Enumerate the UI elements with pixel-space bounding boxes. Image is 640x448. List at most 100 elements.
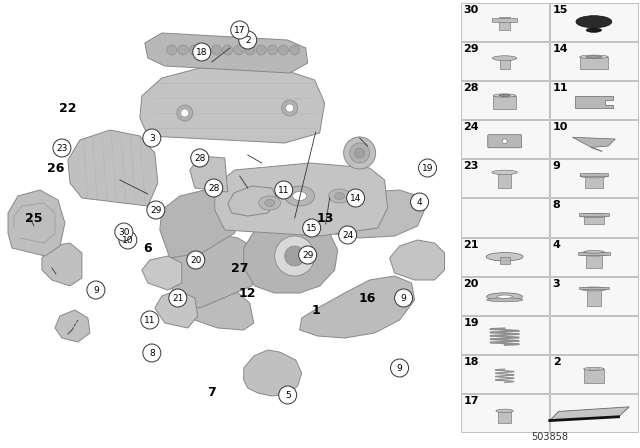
Text: 15: 15	[306, 224, 317, 233]
Polygon shape	[42, 243, 82, 286]
Bar	[586, 254, 602, 268]
Text: 30: 30	[118, 228, 130, 237]
Ellipse shape	[580, 213, 608, 218]
Text: 14: 14	[553, 44, 568, 54]
Text: 28: 28	[208, 184, 220, 193]
Text: 503858: 503858	[531, 432, 568, 442]
Text: 21: 21	[172, 293, 184, 302]
Bar	[492, 18, 517, 22]
Text: 10: 10	[553, 122, 568, 132]
Text: 20: 20	[463, 279, 479, 289]
Circle shape	[239, 31, 257, 49]
Ellipse shape	[497, 295, 512, 298]
Circle shape	[285, 104, 294, 112]
Text: 10: 10	[122, 236, 134, 245]
Circle shape	[211, 45, 221, 55]
Circle shape	[278, 45, 289, 55]
Circle shape	[143, 129, 161, 147]
Circle shape	[234, 45, 244, 55]
Bar	[584, 215, 604, 224]
Bar	[550, 81, 638, 119]
Ellipse shape	[584, 250, 604, 253]
Circle shape	[231, 21, 249, 39]
Circle shape	[275, 181, 292, 199]
Bar	[461, 3, 548, 41]
Bar	[461, 355, 548, 393]
Polygon shape	[390, 240, 445, 280]
Ellipse shape	[580, 174, 608, 178]
Circle shape	[275, 236, 315, 276]
Ellipse shape	[492, 170, 517, 175]
Circle shape	[290, 45, 300, 55]
Ellipse shape	[579, 252, 609, 256]
Text: 9: 9	[553, 161, 561, 172]
Text: 23: 23	[56, 143, 68, 152]
Ellipse shape	[285, 186, 315, 206]
Bar	[461, 198, 548, 237]
Text: 3: 3	[553, 279, 561, 289]
Bar	[498, 172, 511, 188]
Ellipse shape	[329, 189, 351, 203]
Bar	[461, 159, 548, 198]
Text: 20: 20	[190, 255, 202, 264]
Circle shape	[355, 148, 365, 158]
Polygon shape	[142, 256, 182, 290]
Circle shape	[189, 45, 199, 55]
Text: 5: 5	[285, 391, 291, 400]
Polygon shape	[324, 190, 424, 238]
Text: 17: 17	[234, 26, 246, 34]
Text: 29: 29	[463, 44, 479, 54]
Circle shape	[53, 139, 71, 157]
Bar	[587, 289, 601, 306]
Ellipse shape	[487, 293, 522, 301]
Circle shape	[268, 45, 277, 55]
Circle shape	[178, 45, 188, 55]
Bar	[579, 287, 609, 289]
Polygon shape	[140, 68, 324, 143]
Text: 14: 14	[350, 194, 362, 202]
Circle shape	[187, 251, 205, 269]
Bar	[500, 56, 509, 69]
Bar	[550, 355, 638, 393]
Bar	[461, 120, 548, 158]
Circle shape	[339, 226, 356, 244]
Circle shape	[143, 344, 161, 362]
Text: 26: 26	[47, 161, 65, 175]
Text: 18: 18	[196, 47, 207, 56]
Polygon shape	[176, 286, 253, 330]
Polygon shape	[300, 276, 415, 338]
Circle shape	[347, 189, 365, 207]
Text: 29: 29	[150, 206, 161, 215]
Circle shape	[141, 311, 159, 329]
Text: 13: 13	[317, 211, 334, 224]
Ellipse shape	[586, 28, 602, 32]
Text: 9: 9	[397, 363, 403, 372]
Text: 1: 1	[311, 303, 320, 316]
Bar	[493, 95, 516, 109]
Polygon shape	[228, 186, 278, 216]
Text: 25: 25	[25, 211, 43, 224]
Circle shape	[181, 109, 189, 117]
Text: 11: 11	[278, 185, 289, 194]
Ellipse shape	[335, 193, 344, 199]
Bar	[550, 42, 638, 80]
Text: 9: 9	[93, 285, 99, 294]
Circle shape	[119, 231, 137, 249]
Text: 7: 7	[207, 385, 216, 399]
Polygon shape	[190, 156, 228, 192]
Text: 22: 22	[59, 102, 77, 115]
FancyBboxPatch shape	[488, 135, 522, 148]
Bar	[550, 120, 638, 158]
Bar	[461, 42, 548, 80]
Circle shape	[278, 386, 297, 404]
Bar	[577, 252, 611, 254]
Circle shape	[349, 143, 370, 163]
Polygon shape	[244, 220, 338, 293]
Bar	[499, 17, 510, 30]
Text: 24: 24	[342, 231, 353, 240]
Polygon shape	[550, 407, 629, 421]
Ellipse shape	[292, 191, 307, 201]
Text: 30: 30	[463, 5, 479, 15]
Circle shape	[147, 201, 165, 219]
Circle shape	[390, 359, 408, 377]
